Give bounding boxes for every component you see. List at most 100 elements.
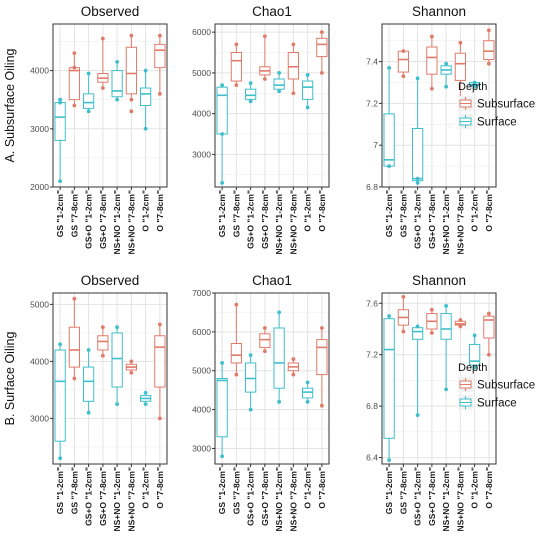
x-tick-label: GS "7-8cm" [398, 190, 408, 237]
panel-4: 3000 4000 5000 GS "1-2cm" GS "7-8cm" GS+O "1-… [3, 273, 168, 532]
box-4 [97, 36, 109, 90]
x-tick-label: GS+O "1-2cm" [246, 467, 256, 526]
x-tick-label: GS+O "1-2cm" [413, 190, 423, 249]
data-point [387, 314, 392, 319]
data-point [305, 399, 310, 404]
y-tick-label: 5000 [192, 366, 211, 376]
y-tick-label: 7.4 [366, 57, 378, 67]
data-point [129, 97, 134, 102]
box-5 [440, 303, 452, 392]
data-point [58, 179, 63, 184]
box-8 [154, 322, 166, 421]
data-point [143, 126, 148, 131]
box-body [216, 86, 228, 135]
box-2 [397, 294, 410, 334]
data-point [115, 325, 120, 330]
x-tick-label: GS "1-2cm" [55, 190, 65, 237]
box-body [316, 339, 328, 376]
data-point [220, 83, 225, 88]
data-point [429, 34, 434, 39]
panel-border [381, 23, 497, 188]
data-point [472, 333, 477, 338]
data-point [262, 77, 267, 81]
box-8 [154, 33, 166, 96]
box-body [411, 127, 424, 182]
panel-5: 3000 4000 5000 6000 7000 GS "1-2cm" GS "7-8cm"… [192, 273, 330, 532]
box-1 [216, 361, 228, 459]
data-point [444, 387, 449, 392]
x-tick-label: NS+NO "1-2cm" [441, 190, 451, 255]
box-8 [483, 28, 495, 66]
legend-label: Surface [477, 117, 517, 129]
data-point [248, 407, 253, 412]
legend-block-2: Depth Subsurface Surface [458, 362, 535, 410]
box-6 [125, 33, 138, 114]
panel-border [214, 23, 330, 188]
box-6 [454, 318, 467, 329]
data-point [401, 294, 406, 299]
box-1 [216, 83, 228, 185]
data-point [262, 34, 267, 39]
y-tick-label: 7 [373, 140, 378, 150]
y-tick-label: 4000 [192, 405, 211, 415]
data-point [319, 326, 324, 330]
x-tick-label: NS+NO "7-8cm" [455, 467, 465, 532]
data-point [220, 181, 225, 185]
row-label: B. Surface Oiling [3, 332, 17, 426]
box-7 [468, 333, 481, 370]
data-point [234, 302, 239, 307]
data-point [58, 97, 63, 102]
x-tick-label: GS "7-8cm" [231, 190, 241, 237]
box-6 [125, 359, 138, 375]
y-tick-label: 7.2 [366, 98, 378, 108]
data-point [444, 61, 449, 66]
x-tick-label: GS "7-8cm" [231, 467, 241, 514]
box-body [125, 46, 138, 95]
data-point [387, 458, 392, 463]
box-7 [139, 68, 152, 131]
y-tick-label: 6.8 [366, 182, 378, 192]
box-3 [82, 348, 95, 415]
box-body [454, 52, 467, 81]
x-tick-label: GS+O "7-8cm" [427, 190, 437, 249]
data-point [472, 80, 477, 85]
box-body [68, 67, 81, 101]
box-5 [111, 325, 123, 407]
data-point [486, 352, 491, 357]
x-tick-label: GS+O "7-8cm" [260, 190, 270, 249]
data-point [415, 180, 420, 185]
data-point [429, 86, 434, 91]
data-point [429, 330, 434, 335]
data-point [220, 132, 225, 136]
data-point [401, 329, 406, 334]
box-7 [301, 380, 314, 404]
y-tick-label: 5000 [30, 299, 49, 309]
box-2 [230, 302, 243, 377]
data-point [100, 86, 105, 90]
x-tick-label: GS+O "1-2cm" [246, 190, 256, 249]
box-body [230, 52, 243, 82]
data-point [129, 370, 134, 375]
x-tick-label: GS+O "7-8cm" [260, 467, 270, 526]
data-point [401, 74, 406, 79]
box-1 [54, 97, 66, 184]
data-point [129, 109, 134, 114]
box-body [139, 87, 152, 106]
y-tick-label: 4000 [30, 356, 49, 366]
data-point [291, 357, 296, 361]
data-point [58, 100, 63, 105]
data-point [143, 390, 148, 395]
x-tick-label: O "1-2cm" [470, 467, 480, 509]
x-tick-label: O "7-8cm" [317, 467, 327, 509]
x-tick-label: O "7-8cm" [484, 467, 494, 509]
data-point [291, 91, 296, 96]
x-tick-label: NS+NO "1-2cm" [112, 467, 122, 532]
data-point [291, 42, 296, 47]
box-1 [383, 65, 395, 169]
data-point [86, 109, 91, 114]
x-axis: GS "1-2cm" GS "7-8cm" GS+O "1-2cm" GS+O "7-… [55, 187, 165, 255]
panel-border [52, 23, 168, 188]
panel-background [215, 24, 329, 187]
box-body [244, 88, 257, 100]
x-tick-label: GS "7-8cm" [69, 467, 79, 514]
